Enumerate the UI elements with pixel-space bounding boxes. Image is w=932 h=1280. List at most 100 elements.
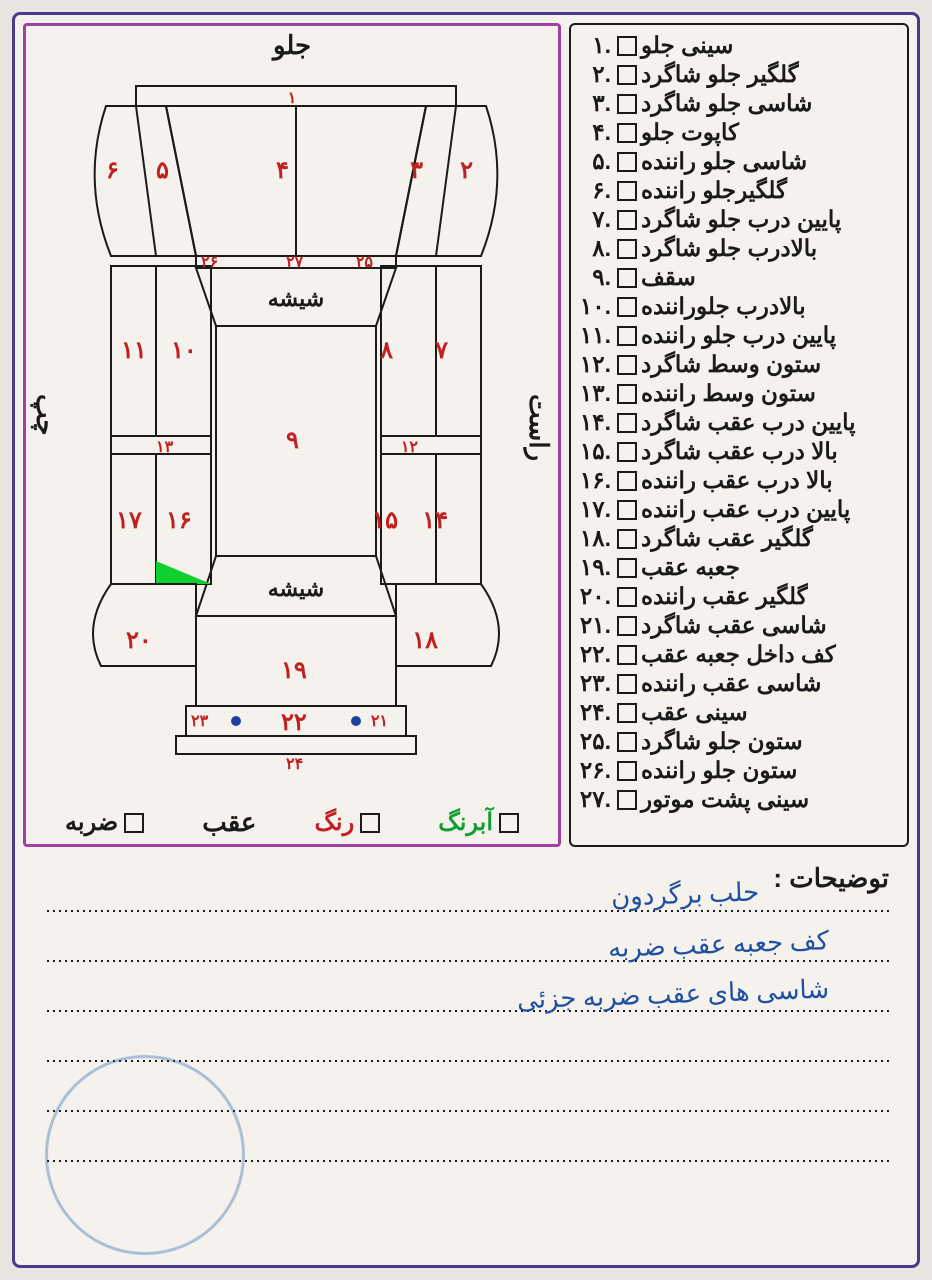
checklist-label: گلگیر عقب شاگرد [641, 525, 813, 552]
legend-box-rang[interactable] [360, 813, 380, 833]
checklist-row: کاپوت جلو.۴ [579, 118, 899, 147]
checklist-label: جعبه عقب [641, 554, 740, 581]
handwritten-2: کف جعبه عقب ضربه [608, 926, 830, 964]
checkbox-icon[interactable] [617, 645, 637, 665]
checkbox-icon[interactable] [617, 123, 637, 143]
checklist-label: بالا درب عقب راننده [641, 467, 833, 494]
n18: ۱۸ [412, 626, 438, 655]
checkbox-icon[interactable] [617, 471, 637, 491]
checklist-label: بالادرب جلو شاگرد [641, 235, 817, 262]
n1: ۱ [288, 88, 297, 108]
legend-row: آبرنگ رنگ عقب ضربه [36, 807, 548, 838]
checklist-num: .۷ [579, 206, 611, 233]
n5: ۵ [156, 156, 169, 185]
checklist-row: سینی عقب.۲۴ [579, 698, 899, 727]
checklist-num: .۲ [579, 61, 611, 88]
checklist-row: پایین درب عقب راننده.۱۷ [579, 495, 899, 524]
legend-rang: رنگ [314, 808, 380, 837]
checklist-row: ستون وسط شاگرد.۱۲ [579, 350, 899, 379]
checklist-num: .۱۳ [579, 380, 611, 407]
checklist-num: .۲۷ [579, 786, 611, 813]
checklist-label: پایین درب عقب شاگرد [641, 409, 856, 436]
checkbox-icon[interactable] [617, 674, 637, 694]
checklist-label: شاسی جلو راننده [641, 148, 807, 175]
checkbox-icon[interactable] [617, 442, 637, 462]
checklist-num: .۴ [579, 119, 611, 146]
checkbox-icon[interactable] [617, 355, 637, 375]
checkbox-icon[interactable] [617, 384, 637, 404]
checklist-row: پایین درب عقب شاگرد .۱۴ [579, 408, 899, 437]
checkbox-icon[interactable] [617, 587, 637, 607]
checkbox-icon[interactable] [617, 703, 637, 723]
n11: ۱۱ [121, 336, 147, 365]
checklist-row: ستون جلو راننده.۲۶ [579, 756, 899, 785]
checklist-label: پایین درب جلو راننده [641, 322, 836, 349]
checklist-num: .۲۲ [579, 641, 611, 668]
n27: ۲۷ [286, 252, 303, 272]
legend-zarbe: ضربه [65, 808, 144, 837]
checklist-label: بالا درب عقب شاگرد [641, 438, 838, 465]
legend-box-abrang[interactable] [499, 813, 519, 833]
n24: ۲۴ [286, 754, 303, 774]
checklist-label: سقف [641, 264, 696, 291]
legend-abrang-label: آبرنگ [438, 808, 493, 837]
checklist-label: کف داخل جعبه عقب [641, 641, 836, 668]
checklist-num: .۶ [579, 177, 611, 204]
legend-rang-label: رنگ [314, 808, 354, 837]
checkbox-icon[interactable] [617, 326, 637, 346]
checkbox-icon[interactable] [617, 558, 637, 578]
legend-box-zarbe[interactable] [124, 813, 144, 833]
checklist-label: ستون وسط راننده [641, 380, 816, 407]
checkbox-icon[interactable] [617, 761, 637, 781]
checklist-row: جعبه عقب.۱۹ [579, 553, 899, 582]
checklist-label: شاسی عقب راننده [641, 670, 821, 697]
checkbox-icon[interactable] [617, 36, 637, 56]
checkbox-icon[interactable] [617, 616, 637, 636]
checkbox-icon[interactable] [617, 413, 637, 433]
checkbox-icon[interactable] [617, 65, 637, 85]
checkbox-icon[interactable] [617, 94, 637, 114]
checkbox-icon[interactable] [617, 152, 637, 172]
checkbox-icon[interactable] [617, 529, 637, 549]
checkbox-icon[interactable] [617, 210, 637, 230]
checklist-row: سینی جلو.۱ [579, 31, 899, 60]
checklist-label: پایین درب جلو شاگرد [641, 206, 841, 233]
checkbox-icon[interactable] [617, 268, 637, 288]
n17: ۱۷ [116, 506, 142, 535]
checklist-row: گلگیرجلو راننده.۶ [579, 176, 899, 205]
n14: ۱۴ [422, 506, 448, 535]
checklist-row: گلگیر عقب راننده.۲۰ [579, 582, 899, 611]
checklist-num: .۵ [579, 148, 611, 175]
checklist-num: .۱۲ [579, 351, 611, 378]
n13: ۱۳ [156, 437, 173, 457]
checklist-row: شاسی جلو شاگرد.۳ [579, 89, 899, 118]
n20: ۲۰ [126, 626, 152, 655]
checklist-num: .۲۴ [579, 699, 611, 726]
checkbox-icon[interactable] [617, 790, 637, 810]
checklist-row: شاسی عقب راننده.۲۳ [579, 669, 899, 698]
n10: ۱۰ [171, 336, 197, 365]
checklist-row: سقف.۹ [579, 263, 899, 292]
checkbox-icon[interactable] [617, 500, 637, 520]
n12: ۱۲ [401, 437, 418, 457]
checkbox-icon[interactable] [617, 239, 637, 259]
checklist-row: پایین درب جلو شاگرد .۷ [579, 205, 899, 234]
label-back: عقب [202, 807, 256, 838]
checkbox-icon[interactable] [617, 732, 637, 752]
stamp-circle [45, 1055, 245, 1255]
legend-abrang: آبرنگ [438, 808, 519, 837]
n26: ۲۶ [201, 252, 218, 272]
top-section: سینی جلو.۱گلگیر جلو شاگرد.۲شاسی جلو شاگر… [15, 15, 917, 855]
checklist-num: .۱۷ [579, 496, 611, 523]
n15: ۱۵ [372, 506, 398, 535]
n16: ۱۶ [166, 506, 192, 535]
checklist-num: .۱۴ [579, 409, 611, 436]
checklist-num: .۱۵ [579, 438, 611, 465]
legend-zarbe-label: ضربه [65, 808, 118, 837]
checklist-num: .۸ [579, 235, 611, 262]
checklist-num: .۲۰ [579, 583, 611, 610]
checkbox-icon[interactable] [617, 181, 637, 201]
checkbox-icon[interactable] [617, 297, 637, 317]
n4: ۴ [276, 156, 289, 185]
checklist-row: بالا درب عقب راننده.۱۶ [579, 466, 899, 495]
